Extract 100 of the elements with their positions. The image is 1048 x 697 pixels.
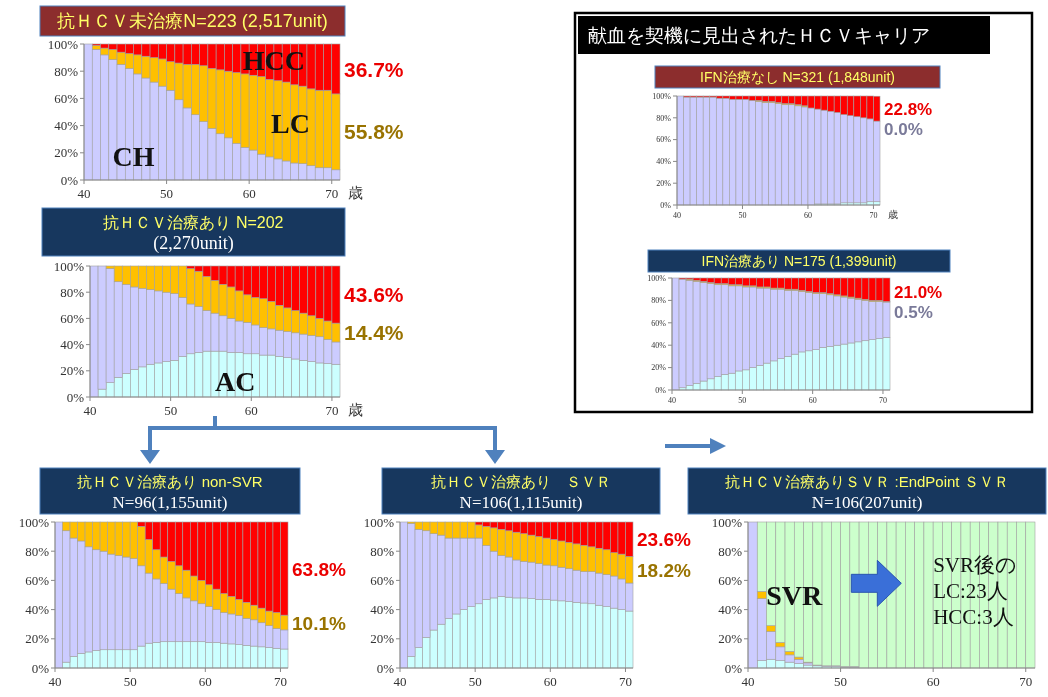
x-tick-label: 60 [808,396,817,405]
y-tick-label: 20% [656,179,672,189]
y-tick-label: 40% [370,602,395,618]
y-tick-label: 40% [718,602,743,618]
y-tick-label: 40% [656,157,672,167]
y-tick-label: 60% [25,573,50,589]
annotation: CH [112,140,155,172]
chart-title: 抗ＨＣＶ治療あり ＳＶＲ [431,473,611,491]
y-tick-label: 40% [60,337,85,353]
y-tick-label: 80% [718,543,743,559]
annotation: LC [271,107,310,139]
y-tick-label: 60% [60,311,85,327]
y-tick-label: 40% [54,118,79,134]
y-tick-label: 0% [660,200,672,210]
x-tick-label: 60 [803,211,812,220]
annotation: AC [214,366,256,398]
x-axis-title: 歳 [348,184,363,201]
x-tick-label: 50 [738,211,747,220]
y-tick-label: 20% [60,363,85,379]
y-tick-label: 80% [54,63,79,79]
annotation: 21.0% [894,282,943,302]
y-tick-label: 80% [25,543,50,559]
x-tick-label: 60 [244,403,258,418]
y-tick-label: 60% [718,573,743,589]
chart-title: 抗ＨＣＶ治療ありＳＶＲ :EndPoint ＳＶＲ [725,473,1009,491]
x-tick-label: 50 [834,674,848,689]
chart-title: IFN治療なし N=321 (1,848unit) [700,69,895,86]
y-tick-label: 100% [711,514,743,530]
annotation: 55.8% [344,120,404,144]
y-tick-label: 20% [651,363,667,373]
annotation: 63.8% [292,558,346,580]
chart-subtitle: (2,270unit) [153,233,234,255]
x-tick-label: 50 [123,674,137,689]
y-tick-label: 20% [25,631,50,647]
x-tick-label: 40 [741,674,755,689]
y-tick-label: 40% [651,341,667,351]
x-tick-label: 70 [878,396,887,405]
x-tick-label: 70 [325,186,339,201]
x-tick-label: 60 [543,674,557,689]
x-tick-label: 60 [198,674,212,689]
y-tick-label: 100% [652,91,672,101]
y-tick-label: 20% [370,631,395,647]
x-tick-label: 60 [242,186,256,201]
x-tick-label: 40 [393,674,407,689]
x-tick-label: 40 [48,674,62,689]
y-tick-label: 80% [60,284,85,300]
x-tick-label: 50 [164,403,178,418]
chart-subtitle: N=106(207unit) [811,492,923,512]
chart-subtitle: N=96(1,155unit) [112,492,228,512]
y-tick-label: 60% [54,91,79,107]
x-tick-label: 40 [77,186,91,201]
annotation: 0.5% [894,302,933,322]
y-tick-label: 100% [363,514,395,530]
x-tick-label: 40 [668,396,676,405]
annotation: SVR後の LC:23人 HCC:3人 [933,552,1018,629]
annotation: 0.0% [884,119,923,139]
y-tick-label: 100% [647,273,667,283]
y-tick-label: 0% [60,172,79,188]
annotation: 10.1% [292,612,346,634]
annotation: 36.7% [344,57,404,81]
chart-title: 抗ＨＣＶ未治療N=223 (2,517unit) [57,11,328,32]
y-tick-label: 60% [651,318,667,328]
x-tick-label: 70 [618,674,632,689]
x-tick-label: 70 [325,403,339,418]
y-tick-label: 60% [370,573,395,589]
annotation: SVR [766,580,824,612]
x-tick-label: 70 [1019,674,1033,689]
y-tick-label: 0% [724,660,743,676]
y-tick-label: 0% [31,660,50,676]
annotation: HCC [242,45,306,77]
y-tick-label: 40% [25,602,50,618]
annotation: 18.2% [637,560,691,582]
x-tick-label: 40 [673,211,681,220]
x-tick-label: 50 [468,674,482,689]
y-tick-label: 80% [651,296,667,306]
x-tick-label: 70 [273,674,287,689]
x-tick-label: 50 [738,396,747,405]
y-tick-label: 80% [370,543,395,559]
y-tick-label: 20% [718,631,743,647]
y-tick-label: 0% [66,389,85,405]
y-tick-label: 100% [18,514,50,530]
x-tick-label: 50 [160,186,174,201]
x-tick-label: 70 [869,211,878,220]
y-tick-label: 100% [53,258,85,274]
chart-subtitle: N=106(1,115unit) [459,492,583,512]
chart-title: IFN治療あり N=175 (1,399unit) [701,253,897,270]
x-tick-label: 60 [926,674,940,689]
y-tick-label: 0% [376,660,395,676]
annotation: 14.4% [344,321,404,345]
y-tick-label: 20% [54,145,79,161]
y-tick-label: 60% [656,135,672,145]
text: 献血を契機に見出されたＨＣＶキャリア [588,25,930,46]
annotation: 23.6% [637,529,691,551]
x-tick-label: 40 [83,403,97,418]
y-tick-label: 80% [656,113,672,123]
y-tick-label: 100% [47,36,79,52]
annotation: 22.8% [884,100,933,120]
chart-title: 抗ＨＣＶ治療あり N=202 [103,214,284,232]
annotation: 43.6% [344,283,404,307]
chart-title: 抗ＨＣＶ治療あり non-SVR [77,473,263,491]
